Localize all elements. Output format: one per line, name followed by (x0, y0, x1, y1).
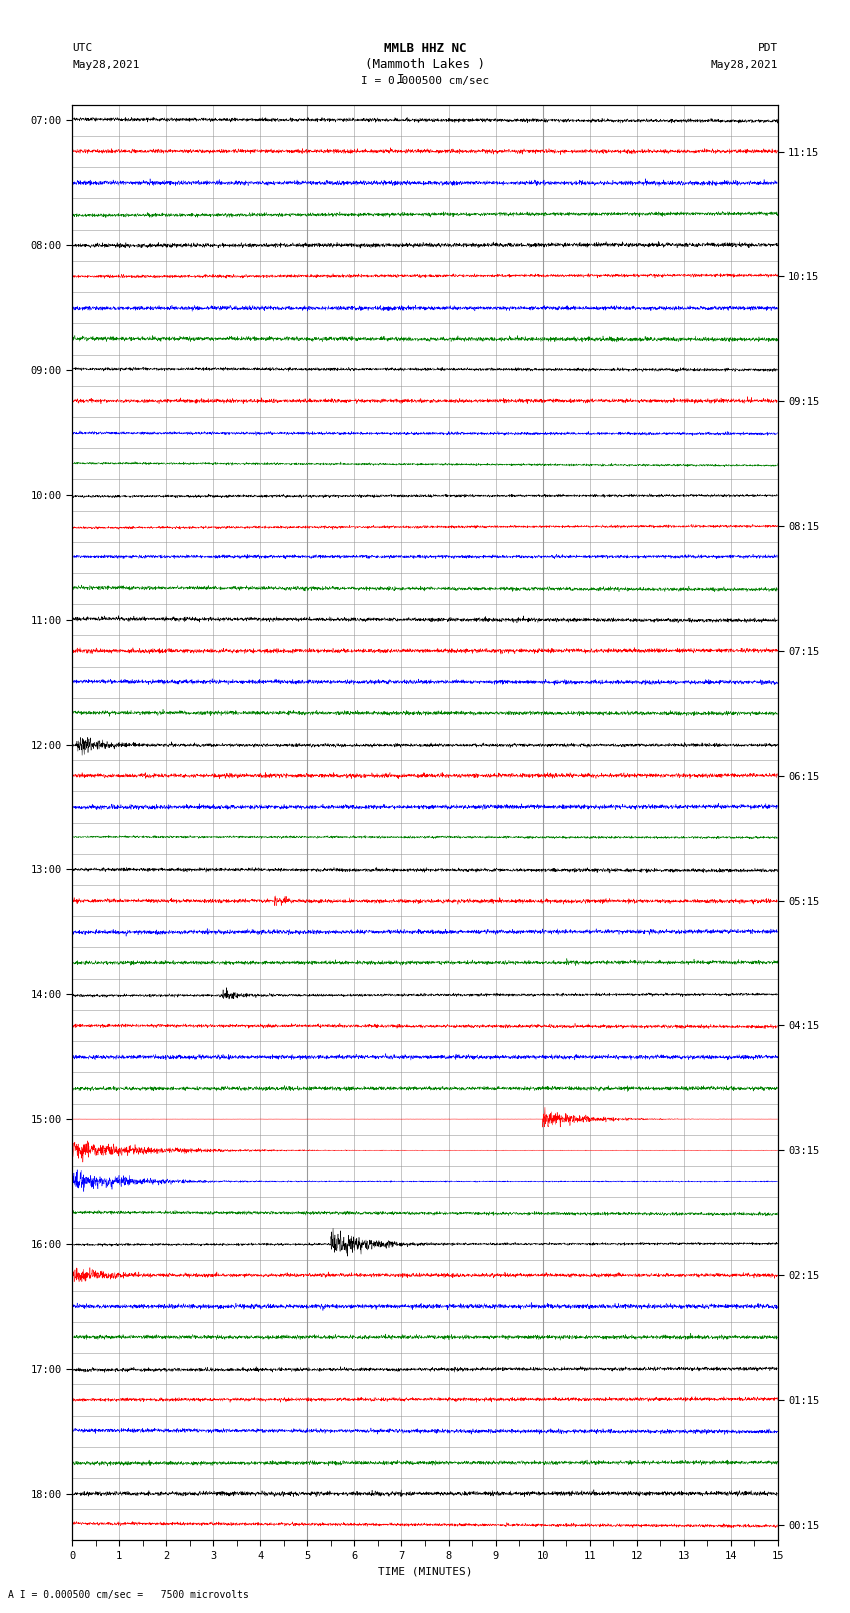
Text: I: I (397, 73, 405, 85)
Text: UTC: UTC (72, 44, 93, 53)
Text: I = 0.000500 cm/sec: I = 0.000500 cm/sec (361, 76, 489, 85)
Text: May28,2021: May28,2021 (711, 60, 778, 69)
Text: May28,2021: May28,2021 (72, 60, 139, 69)
Text: MMLB HHZ NC: MMLB HHZ NC (383, 42, 467, 55)
Text: A I = 0.000500 cm/sec =   7500 microvolts: A I = 0.000500 cm/sec = 7500 microvolts (8, 1590, 249, 1600)
Text: PDT: PDT (757, 44, 778, 53)
X-axis label: TIME (MINUTES): TIME (MINUTES) (377, 1566, 473, 1576)
Text: (Mammoth Lakes ): (Mammoth Lakes ) (365, 58, 485, 71)
